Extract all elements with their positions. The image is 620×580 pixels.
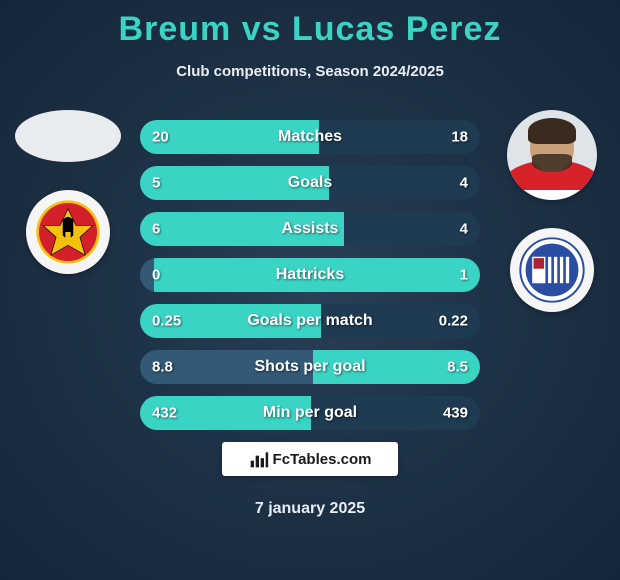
- left-column: [8, 110, 128, 274]
- brand-text: FcTables.com: [273, 451, 372, 468]
- stat-row: 6 4 Assists: [140, 212, 480, 246]
- stat-label: Shots per goal: [254, 358, 365, 376]
- player-hair-icon: [528, 118, 576, 144]
- stat-row: 0 1 Hattricks: [140, 258, 480, 292]
- stat-value-left: 0: [152, 267, 160, 284]
- stat-value-right: 0.22: [439, 313, 468, 330]
- club-right-crest: [510, 228, 594, 312]
- player-left-avatar-placeholder: [15, 110, 121, 162]
- stat-value-right: 4: [460, 221, 468, 238]
- stat-label: Assists: [282, 220, 339, 238]
- stat-row: 5 4 Goals: [140, 166, 480, 200]
- deportivo-crest-icon: [519, 237, 585, 303]
- stat-value-right: 1: [460, 267, 468, 284]
- stat-label: Goals per match: [247, 312, 372, 330]
- stat-row: 8.8 8.5 Shots per goal: [140, 350, 480, 384]
- vs-text: vs: [242, 10, 282, 48]
- player-right-name: Lucas Perez: [292, 10, 501, 48]
- stat-row: 432 439 Min per goal: [140, 396, 480, 430]
- stat-value-left: 6: [152, 221, 160, 238]
- stat-value-right: 18: [451, 129, 468, 146]
- stat-value-left: 5: [152, 175, 160, 192]
- stat-value-right: 8.5: [447, 359, 468, 376]
- player-beard-icon: [532, 154, 572, 172]
- bar-chart-icon: [249, 449, 269, 469]
- stat-label: Hattricks: [276, 266, 344, 284]
- stat-row: 0.25 0.22 Goals per match: [140, 304, 480, 338]
- club-left-crest: [26, 190, 110, 274]
- right-column: [492, 110, 612, 312]
- stat-row: 20 18 Matches: [140, 120, 480, 154]
- brand-badge[interactable]: FcTables.com: [222, 442, 398, 476]
- comparison-card: Breum vs Lucas Perez Club competitions, …: [0, 0, 620, 580]
- date-text: 7 january 2025: [0, 500, 620, 518]
- stats-list: 20 18 Matches 5 4 Goals 6 4 Assists 0 1 Hattricks 0.…: [140, 120, 480, 430]
- stat-value-right: 439: [443, 405, 468, 422]
- subtitle: Club competitions, Season 2024/2025: [0, 63, 620, 80]
- stat-label: Goals: [288, 174, 332, 192]
- player-left-name: Breum: [119, 10, 232, 48]
- stat-value-right: 4: [460, 175, 468, 192]
- stat-label: Matches: [278, 128, 342, 146]
- page-title: Breum vs Lucas Perez: [0, 0, 620, 49]
- go-ahead-eagles-crest-icon: [35, 199, 101, 265]
- stat-bar-right: [329, 166, 480, 200]
- stat-value-left: 432: [152, 405, 177, 422]
- stat-value-left: 20: [152, 129, 169, 146]
- stat-value-left: 8.8: [152, 359, 173, 376]
- stat-label: Min per goal: [263, 404, 357, 422]
- stat-value-left: 0.25: [152, 313, 181, 330]
- player-right-avatar: [507, 110, 597, 200]
